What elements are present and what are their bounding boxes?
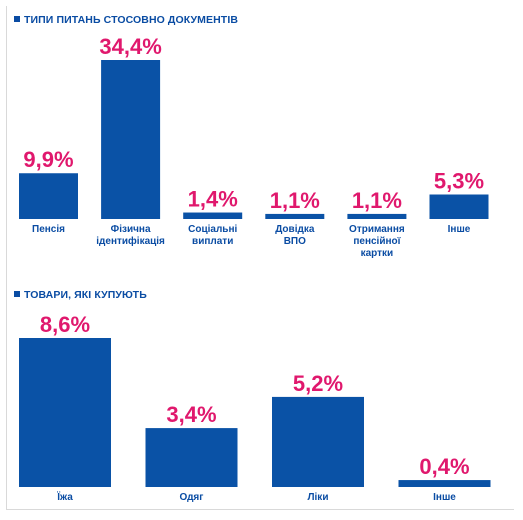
chart-frame (6, 6, 514, 510)
category-label-doc-4: картки (361, 248, 394, 259)
value-label-doc-2: 1,4% (188, 187, 238, 212)
value-label-goods-1: 3,4% (166, 402, 216, 427)
chart-title-goods-text: ТОВАРИ, ЯКІ КУПУЮТЬ (24, 289, 147, 301)
bar-doc-1 (101, 60, 161, 219)
value-label-goods-3: 0,4% (419, 454, 469, 479)
value-label-doc-5: 5,3% (434, 169, 484, 194)
category-label-doc-3: Довідка (275, 224, 315, 235)
category-label-goods-1: Одяг (180, 492, 204, 503)
bar-doc-3 (265, 213, 325, 219)
value-label-goods-0: 8,6% (40, 312, 90, 337)
bar-doc-0 (19, 173, 78, 219)
bar-doc-4 (347, 213, 407, 219)
category-label-goods-3: Інше (433, 492, 456, 503)
bar-goods-3 (398, 480, 491, 487)
bar-goods-2 (272, 396, 364, 487)
bar-goods-1 (145, 428, 238, 487)
category-label-doc-2: виплати (192, 236, 233, 247)
value-label-goods-2: 5,2% (293, 371, 343, 396)
category-label-doc-1: ідентифікація (96, 235, 165, 247)
title-square-icon (14, 16, 20, 23)
category-label-doc-1: Фізична (111, 224, 151, 235)
chart-title-goods: ТОВАРИ, ЯКІ КУПУЮТЬ (14, 289, 147, 301)
category-label-doc-4: пенсійної (353, 236, 400, 247)
category-label-goods-2: Ліки (308, 492, 329, 503)
category-label-doc-3: ВПО (284, 236, 306, 247)
chart-title-documents: ТИПИ ПИТАНЬ СТОСОВНО ДОКУМЕНТІВ (14, 14, 238, 26)
category-label-doc-5: Інше (448, 224, 471, 235)
bar-doc-2 (183, 212, 243, 219)
title-square-icon (14, 291, 20, 298)
value-label-doc-0: 9,9% (23, 147, 73, 172)
value-label-doc-1: 34,4% (99, 34, 161, 59)
category-label-doc-4: Отримання (349, 224, 405, 235)
bar-goods-0 (19, 338, 111, 487)
category-label-doc-2: Соціальні (188, 224, 237, 235)
bar-doc-5 (429, 194, 489, 219)
chart-title-documents-text: ТИПИ ПИТАНЬ СТОСОВНО ДОКУМЕНТІВ (24, 14, 239, 26)
category-label-doc-0: Пенсія (32, 224, 65, 235)
value-label-doc-3: 1,1% (270, 188, 320, 213)
category-label-goods-0: Їжа (56, 490, 73, 503)
value-label-doc-4: 1,1% (352, 188, 402, 213)
